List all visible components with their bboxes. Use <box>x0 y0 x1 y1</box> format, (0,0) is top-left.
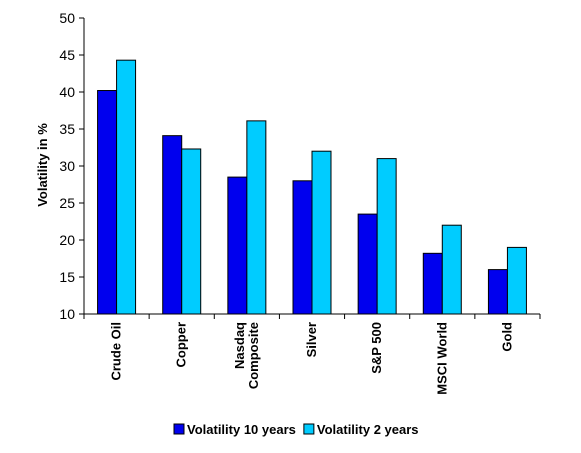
category-label: MSCI World <box>434 322 449 395</box>
category-label: S&P 500 <box>369 322 384 374</box>
legend-label-ten-year: Volatility 10 years <box>187 422 296 437</box>
axes-layer <box>79 17 541 319</box>
y-tick-label: 10 <box>59 306 75 322</box>
y-axis-title: Volatility in % <box>35 123 50 207</box>
bar-ten-year-3 <box>292 180 313 315</box>
bar-two-year-1 <box>181 148 202 315</box>
y-tick-label: 35 <box>59 121 75 137</box>
bar-two-year-5 <box>441 224 462 315</box>
category-label: Crude Oil <box>109 322 124 381</box>
bar-ten-year-4 <box>357 213 378 315</box>
legend: Volatility 10 years Volatility 2 years <box>173 422 419 437</box>
category-label: Composite <box>246 322 261 389</box>
y-tick-label: 25 <box>59 195 75 211</box>
legend-swatch-ten-year <box>173 423 185 435</box>
bars-layer <box>97 59 527 315</box>
bar-ten-year-0 <box>97 90 118 315</box>
legend-label-two-year: Volatility 2 years <box>317 422 419 437</box>
y-tick-label: 40 <box>59 84 75 100</box>
bar-ten-year-2 <box>227 176 248 315</box>
y-tick-label: 20 <box>59 232 75 248</box>
y-tick-label: 50 <box>59 10 75 26</box>
bar-ten-year-5 <box>422 252 443 315</box>
bar-two-year-3 <box>311 150 332 315</box>
bar-ten-year-1 <box>162 135 183 315</box>
category-label: Gold <box>499 322 514 352</box>
y-tick-label: 30 <box>59 158 75 174</box>
y-tick-label: 45 <box>59 47 75 63</box>
category-label: Nasdaq <box>232 322 247 369</box>
bar-two-year-0 <box>116 59 137 315</box>
category-labels: Crude Oil Copper Nasdaq Composite Silver S&P … <box>109 322 515 395</box>
bar-ten-year-6 <box>487 269 508 315</box>
category-label: Silver <box>304 322 319 357</box>
y-tick-labels: 10 15 20 25 30 35 40 45 50 <box>59 10 75 322</box>
y-tick-label: 15 <box>59 269 75 285</box>
bar-two-year-2 <box>246 120 267 315</box>
legend-swatch-two-year <box>303 423 315 435</box>
category-label: Copper <box>174 322 189 368</box>
bar-two-year-4 <box>376 158 397 315</box>
bar-two-year-6 <box>506 246 527 315</box>
